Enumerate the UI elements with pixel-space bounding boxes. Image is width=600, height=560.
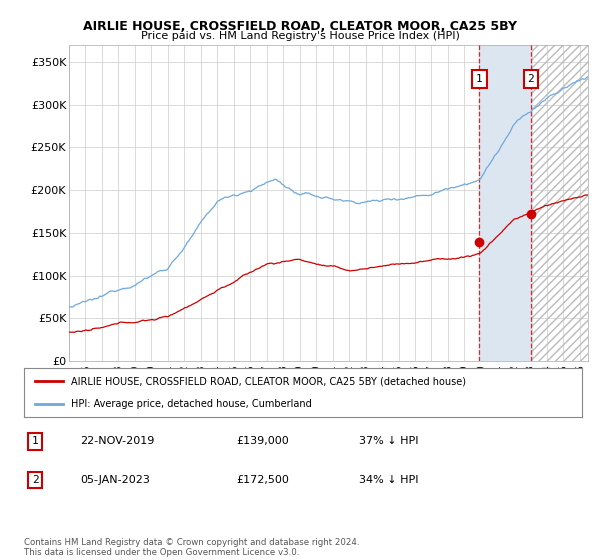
Text: 2: 2 xyxy=(32,475,38,485)
Text: HPI: Average price, detached house, Cumberland: HPI: Average price, detached house, Cumb… xyxy=(71,399,312,409)
Text: 2: 2 xyxy=(527,74,534,84)
Text: 1: 1 xyxy=(476,74,482,84)
Text: 1: 1 xyxy=(32,436,38,446)
Bar xyxy=(532,45,588,361)
Text: 37% ↓ HPI: 37% ↓ HPI xyxy=(359,436,418,446)
Text: 05-JAN-2023: 05-JAN-2023 xyxy=(80,475,149,485)
Text: 34% ↓ HPI: 34% ↓ HPI xyxy=(359,475,418,485)
Text: Contains HM Land Registry data © Crown copyright and database right 2024.
This d: Contains HM Land Registry data © Crown c… xyxy=(24,538,359,557)
Text: AIRLIE HOUSE, CROSSFIELD ROAD, CLEATOR MOOR, CA25 5BY: AIRLIE HOUSE, CROSSFIELD ROAD, CLEATOR M… xyxy=(83,20,517,32)
Bar xyxy=(479,45,532,361)
Text: 22-NOV-2019: 22-NOV-2019 xyxy=(80,436,154,446)
Text: Price paid vs. HM Land Registry's House Price Index (HPI): Price paid vs. HM Land Registry's House … xyxy=(140,31,460,41)
Text: £172,500: £172,500 xyxy=(236,475,289,485)
Text: £139,000: £139,000 xyxy=(236,436,289,446)
Text: AIRLIE HOUSE, CROSSFIELD ROAD, CLEATOR MOOR, CA25 5BY (detached house): AIRLIE HOUSE, CROSSFIELD ROAD, CLEATOR M… xyxy=(71,376,466,386)
